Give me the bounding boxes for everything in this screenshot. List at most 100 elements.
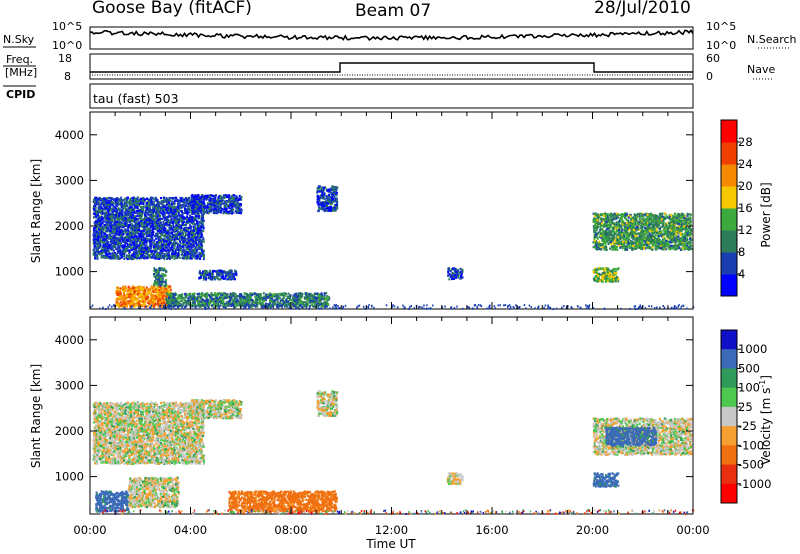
echo-cell: [231, 212, 233, 215]
echo-cell: [142, 246, 145, 249]
echo-cell: [183, 209, 186, 212]
echo-cell: [188, 217, 191, 220]
echo-cell: [181, 245, 184, 248]
echo-cell: [188, 257, 191, 260]
echo-cell: [193, 255, 196, 258]
echo-cell: [189, 236, 192, 239]
echo-cell: [188, 220, 191, 223]
echo-cell: [159, 278, 162, 281]
echo-cell: [93, 200, 96, 203]
echo-cell: [165, 231, 168, 234]
echo-cell: [201, 236, 204, 239]
echo-cell: [155, 257, 158, 260]
echo-cell: [146, 197, 148, 200]
echo-cell: [115, 201, 118, 204]
echo-cell: [157, 210, 160, 213]
echo-cell: [116, 220, 119, 224]
echo-cell: [206, 204, 209, 208]
echo-cell: [116, 238, 119, 241]
echo-cell: [186, 209, 189, 212]
echo-cell: [177, 252, 180, 255]
echo-cell: [93, 216, 95, 219]
echo-cell: [106, 248, 109, 251]
echo-cell: [102, 243, 105, 246]
echo-cell: [199, 199, 202, 202]
echo-cell: [119, 287, 122, 290]
cpid-text: tau (fast) 503: [93, 91, 179, 106]
echo-cell: [129, 197, 132, 200]
echo-cell: [124, 235, 127, 238]
echo-cell: [151, 215, 154, 218]
echo-cell: [156, 293, 159, 296]
echo-cell: [120, 213, 122, 217]
echo-cell: [102, 244, 105, 247]
echo-cell: [113, 199, 116, 202]
echo-cell: [160, 302, 163, 305]
echo-cell: [152, 207, 155, 210]
echo-cell: [112, 202, 115, 205]
echo-cell: [133, 215, 136, 218]
echo-cell: [140, 208, 143, 211]
echo-cell: [137, 204, 140, 207]
echo-cell: [159, 284, 162, 287]
echo-cell: [152, 211, 155, 214]
echo-cell: [112, 228, 115, 231]
echo-cell: [142, 255, 145, 258]
echo-cell: [145, 215, 148, 218]
echo-cell: [163, 237, 166, 241]
echo-cell: [237, 197, 240, 200]
echo-cell: [110, 201, 113, 204]
echo-cell: [177, 203, 179, 206]
echo-cell: [167, 223, 170, 226]
echo-cell: [134, 296, 137, 300]
echo-cell: [115, 255, 118, 258]
echo-cell: [198, 240, 201, 243]
echo-cell: [155, 199, 158, 202]
echo-cell: [194, 199, 197, 203]
echo-cell: [172, 255, 175, 258]
echo-cell: [204, 204, 207, 207]
echo-cell: [129, 220, 132, 223]
echo-cell: [167, 248, 170, 251]
echo-cell: [105, 208, 108, 211]
echo-cell: [127, 213, 130, 216]
echo-cell: [164, 223, 167, 226]
echo-cell: [178, 202, 181, 205]
echo-cell: [112, 205, 115, 208]
echo-cell: [126, 235, 129, 238]
echo-cell: [237, 198, 240, 202]
echo-cell: [108, 215, 111, 218]
echo-cell: [185, 197, 188, 200]
echo-cell: [171, 252, 174, 255]
echo-cell: [163, 249, 166, 252]
echo-cell: [163, 211, 166, 214]
echo-cell: [157, 225, 160, 228]
echo-cell: [122, 225, 125, 229]
echo-cell: [142, 229, 145, 233]
echo-cell: [170, 221, 173, 224]
echo-cell: [182, 203, 185, 206]
echo-cell: [183, 230, 186, 233]
echo-cell: [193, 233, 196, 237]
echo-cell: [158, 227, 161, 230]
echo-cell: [144, 198, 147, 201]
echo-cell: [193, 216, 196, 219]
echo-cell: [170, 224, 173, 228]
echo-cell: [192, 249, 195, 252]
echo-cell: [183, 254, 186, 257]
freq-tick-bottom: 8: [64, 70, 71, 83]
echo-cell: [133, 235, 136, 238]
echo-cell: [188, 235, 191, 238]
echo-cell: [158, 269, 161, 272]
echo-cell: [101, 241, 104, 244]
echo-cell: [110, 227, 113, 230]
echo-cell: [97, 210, 100, 213]
echo-cell: [104, 201, 107, 204]
echo-cell: [154, 213, 157, 216]
echo-cell: [176, 202, 179, 205]
echo-cell: [202, 229, 205, 233]
echo-cell: [187, 248, 190, 251]
echo-cell: [94, 257, 97, 260]
echo-cell: [163, 218, 166, 222]
echo-cell: [130, 249, 133, 252]
